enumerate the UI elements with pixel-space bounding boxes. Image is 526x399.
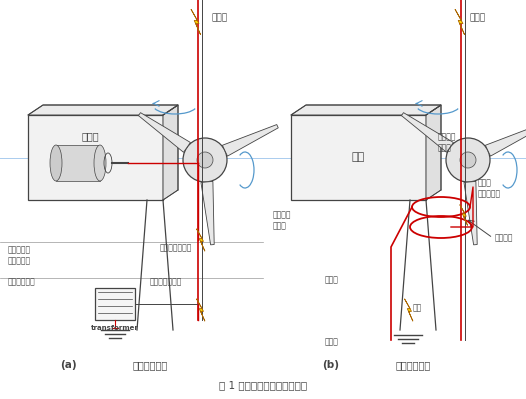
Text: transformer: transformer xyxy=(91,325,139,331)
FancyBboxPatch shape xyxy=(28,115,163,200)
FancyBboxPatch shape xyxy=(56,145,100,181)
Polygon shape xyxy=(464,182,477,245)
Text: 轮毂侧环
形电极: 轮毂侧环 形电极 xyxy=(438,132,457,152)
Circle shape xyxy=(197,152,213,168)
Text: (a): (a) xyxy=(59,360,76,370)
Circle shape xyxy=(446,138,490,182)
Text: 塔筒: 塔筒 xyxy=(413,304,422,312)
Polygon shape xyxy=(191,9,200,35)
Text: 引下线: 引下线 xyxy=(469,14,485,22)
FancyBboxPatch shape xyxy=(291,115,426,200)
Polygon shape xyxy=(404,299,413,321)
Polygon shape xyxy=(222,124,278,156)
Text: 导流罩
（非导体）: 导流罩 （非导体） xyxy=(478,178,501,198)
Text: 图 1 风力发电机组的防雷系统: 图 1 风力发电机组的防雷系统 xyxy=(219,380,307,390)
Text: 新的系统结构: 新的系统结构 xyxy=(396,360,431,370)
Polygon shape xyxy=(163,105,178,200)
Circle shape xyxy=(460,152,476,168)
Polygon shape xyxy=(401,113,453,152)
Text: 发电机: 发电机 xyxy=(82,131,99,141)
Text: 轮毂侧环
形电极: 轮毂侧环 形电极 xyxy=(273,210,291,230)
Polygon shape xyxy=(201,182,214,245)
Polygon shape xyxy=(485,124,526,156)
Text: (b): (b) xyxy=(322,360,339,370)
Text: 雷电脉冲影
响电力电缆: 雷电脉冲影 响电力电缆 xyxy=(8,245,31,265)
Text: 接地网: 接地网 xyxy=(325,338,339,346)
Polygon shape xyxy=(460,205,468,225)
Text: 雷电流损坏电刷: 雷电流损坏电刷 xyxy=(160,243,193,253)
Text: 机舱: 机舱 xyxy=(352,152,365,162)
Polygon shape xyxy=(426,105,441,200)
Text: 引下线: 引下线 xyxy=(212,14,228,22)
Polygon shape xyxy=(455,9,464,35)
FancyBboxPatch shape xyxy=(95,288,135,320)
Ellipse shape xyxy=(50,145,62,181)
Circle shape xyxy=(183,138,227,182)
Polygon shape xyxy=(28,105,178,115)
Text: 放电间隙: 放电间隙 xyxy=(495,233,513,243)
Text: 引下线: 引下线 xyxy=(325,275,339,284)
Polygon shape xyxy=(291,105,441,115)
Ellipse shape xyxy=(94,145,106,181)
Polygon shape xyxy=(197,299,205,321)
Text: 导致地电位反击: 导致地电位反击 xyxy=(150,277,183,286)
Polygon shape xyxy=(138,113,190,152)
Polygon shape xyxy=(197,229,205,251)
Text: 击穿低压线路: 击穿低压线路 xyxy=(8,277,36,286)
Text: 原有系统结构: 原有系统结构 xyxy=(133,360,168,370)
